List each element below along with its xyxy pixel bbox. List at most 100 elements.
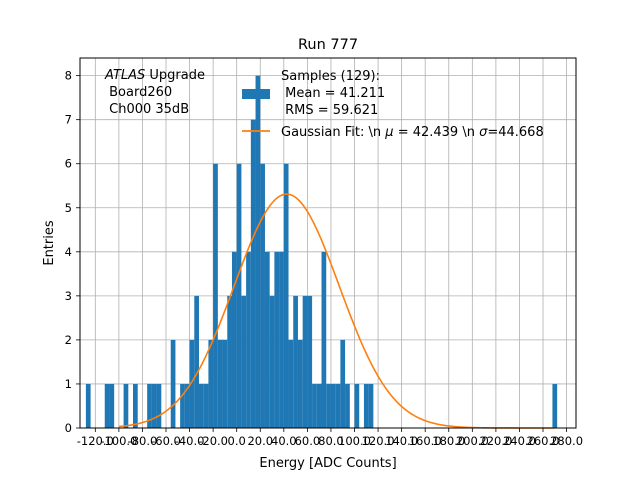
svg-text:ATLAS Upgrade: ATLAS Upgrade (104, 68, 205, 83)
histogram-bar (133, 383, 138, 428)
x-tick-label: 20.0 (247, 434, 273, 448)
histogram-bar (184, 383, 190, 428)
histogram-bar (288, 339, 294, 428)
annotation-board: Board260 (105, 85, 172, 100)
x-axis-ticks: -120.0-100.0-80.0-60.0-40.0-20.0 0.0 20.04… (77, 428, 583, 448)
x-tick-label: -60.0 (151, 434, 181, 448)
x-tick-label: 60.0 (295, 434, 321, 448)
legend-fit-mu-symbol: μ (384, 125, 393, 140)
histogram-bar (147, 383, 152, 428)
histogram-bar (307, 295, 313, 428)
histogram-bar (194, 295, 199, 428)
annotation-atlas: ATLAS (104, 68, 145, 83)
histogram-bars (85, 75, 558, 429)
x-tick-label: 260.0 (527, 434, 560, 448)
histogram-bar (345, 383, 350, 428)
x-tick-label: 40.0 (271, 434, 297, 448)
x-tick-label: 240.0 (503, 434, 536, 448)
histogram-bar (297, 339, 303, 428)
histogram-bar (250, 119, 256, 429)
histogram-bar (85, 383, 91, 428)
histogram-bar (368, 383, 374, 428)
histogram-bar (213, 163, 218, 428)
annotation-upgrade: Upgrade (145, 68, 205, 83)
y-tick-label: 5 (65, 201, 72, 215)
histogram-bar (264, 251, 270, 428)
y-tick-label: 4 (65, 245, 72, 259)
y-tick-label: 6 (65, 157, 72, 171)
x-tick-label: 100.0 (338, 434, 371, 448)
legend-fit-sigma-value: =44.668 (487, 125, 543, 140)
histogram-bar (217, 339, 223, 428)
y-tick-label: 8 (65, 69, 72, 83)
histogram-bar (198, 383, 204, 428)
legend-fit-prefix: Gaussian Fit: \n (281, 125, 385, 140)
y-axis-label: Entries (42, 220, 57, 266)
y-axis-ticks: 0 1 2 3 4 5 6 7 8 (65, 69, 80, 435)
histogram-bar (363, 383, 369, 428)
x-tick-label: 0.0 (228, 434, 246, 448)
x-tick-label: 200.0 (456, 434, 489, 448)
legend-fit-mu-value: = 42.439 \n (394, 125, 480, 140)
histogram-bar (189, 339, 195, 428)
x-tick-label: 280.0 (550, 434, 583, 448)
histogram-bar (156, 383, 162, 428)
histogram-bar (283, 163, 289, 428)
histogram-bar (354, 383, 360, 428)
legend-samples-mean: Mean = 41.211 (281, 86, 385, 101)
histogram-bar (180, 383, 185, 428)
x-tick-label: 180.0 (432, 434, 465, 448)
x-tick-label: -120.0 (77, 434, 114, 448)
histogram-bar (104, 383, 110, 428)
histogram-bar (236, 163, 242, 428)
histogram-bar (260, 163, 265, 428)
x-tick-label: 80.0 (318, 434, 344, 448)
histogram-bar (293, 295, 298, 428)
x-tick-label: -80.0 (128, 434, 158, 448)
legend-fit-sigma-symbol: σ (479, 125, 488, 140)
legend-samples-rms: RMS = 59.621 (281, 103, 378, 118)
annotation-channel: Ch000 35dB (105, 102, 189, 117)
histogram-bar (123, 383, 129, 428)
histogram-bar (302, 295, 308, 428)
atlas-annotation: ATLAS Upgrade Board260 Ch000 35dB (104, 68, 205, 117)
x-tick-label: 220.0 (479, 434, 512, 448)
plot-frame (79, 57, 577, 429)
histogram-bar (321, 251, 327, 428)
histogram-bar (316, 383, 322, 428)
x-tick-label: -20.0 (198, 434, 228, 448)
histogram-bar (552, 383, 558, 428)
histogram-bar (208, 339, 214, 428)
histogram-bar (151, 383, 157, 428)
histogram-bar (274, 251, 280, 428)
histogram-bar (227, 295, 232, 428)
histogram-bar (246, 251, 251, 428)
y-tick-label: 2 (65, 333, 72, 347)
x-tick-label: 160.0 (409, 434, 442, 448)
histogram-bar (255, 75, 261, 428)
legend-fit-label: Gaussian Fit: \n μ = 42.439 \n σ=44.668 (281, 125, 544, 140)
histogram-bar (312, 383, 317, 428)
histogram-bar (330, 383, 336, 428)
x-tick-label: -40.0 (175, 434, 205, 448)
histogram-bar (170, 339, 176, 428)
x-tick-label: 120.0 (362, 434, 395, 448)
histogram-bar (203, 383, 209, 428)
y-tick-label: 3 (65, 289, 72, 303)
chart-title: Run 777 (298, 37, 358, 53)
histogram-bar (222, 339, 228, 428)
histogram-bar (109, 383, 115, 428)
histogram-bar (231, 251, 237, 428)
y-tick-label: 1 (65, 377, 72, 391)
histogram-bar (340, 339, 346, 428)
histogram-bar (279, 251, 284, 428)
legend-samples-swatch (242, 89, 270, 99)
legend: Samples (129): Mean = 41.211 RMS = 59.62… (242, 69, 544, 140)
histogram-bar (326, 383, 331, 428)
legend-samples-title: Samples (129): (281, 69, 380, 84)
histogram-bar (241, 295, 247, 428)
y-tick-label: 0 (65, 421, 72, 435)
histogram-bar (335, 383, 341, 428)
x-tick-label: 140.0 (385, 434, 418, 448)
